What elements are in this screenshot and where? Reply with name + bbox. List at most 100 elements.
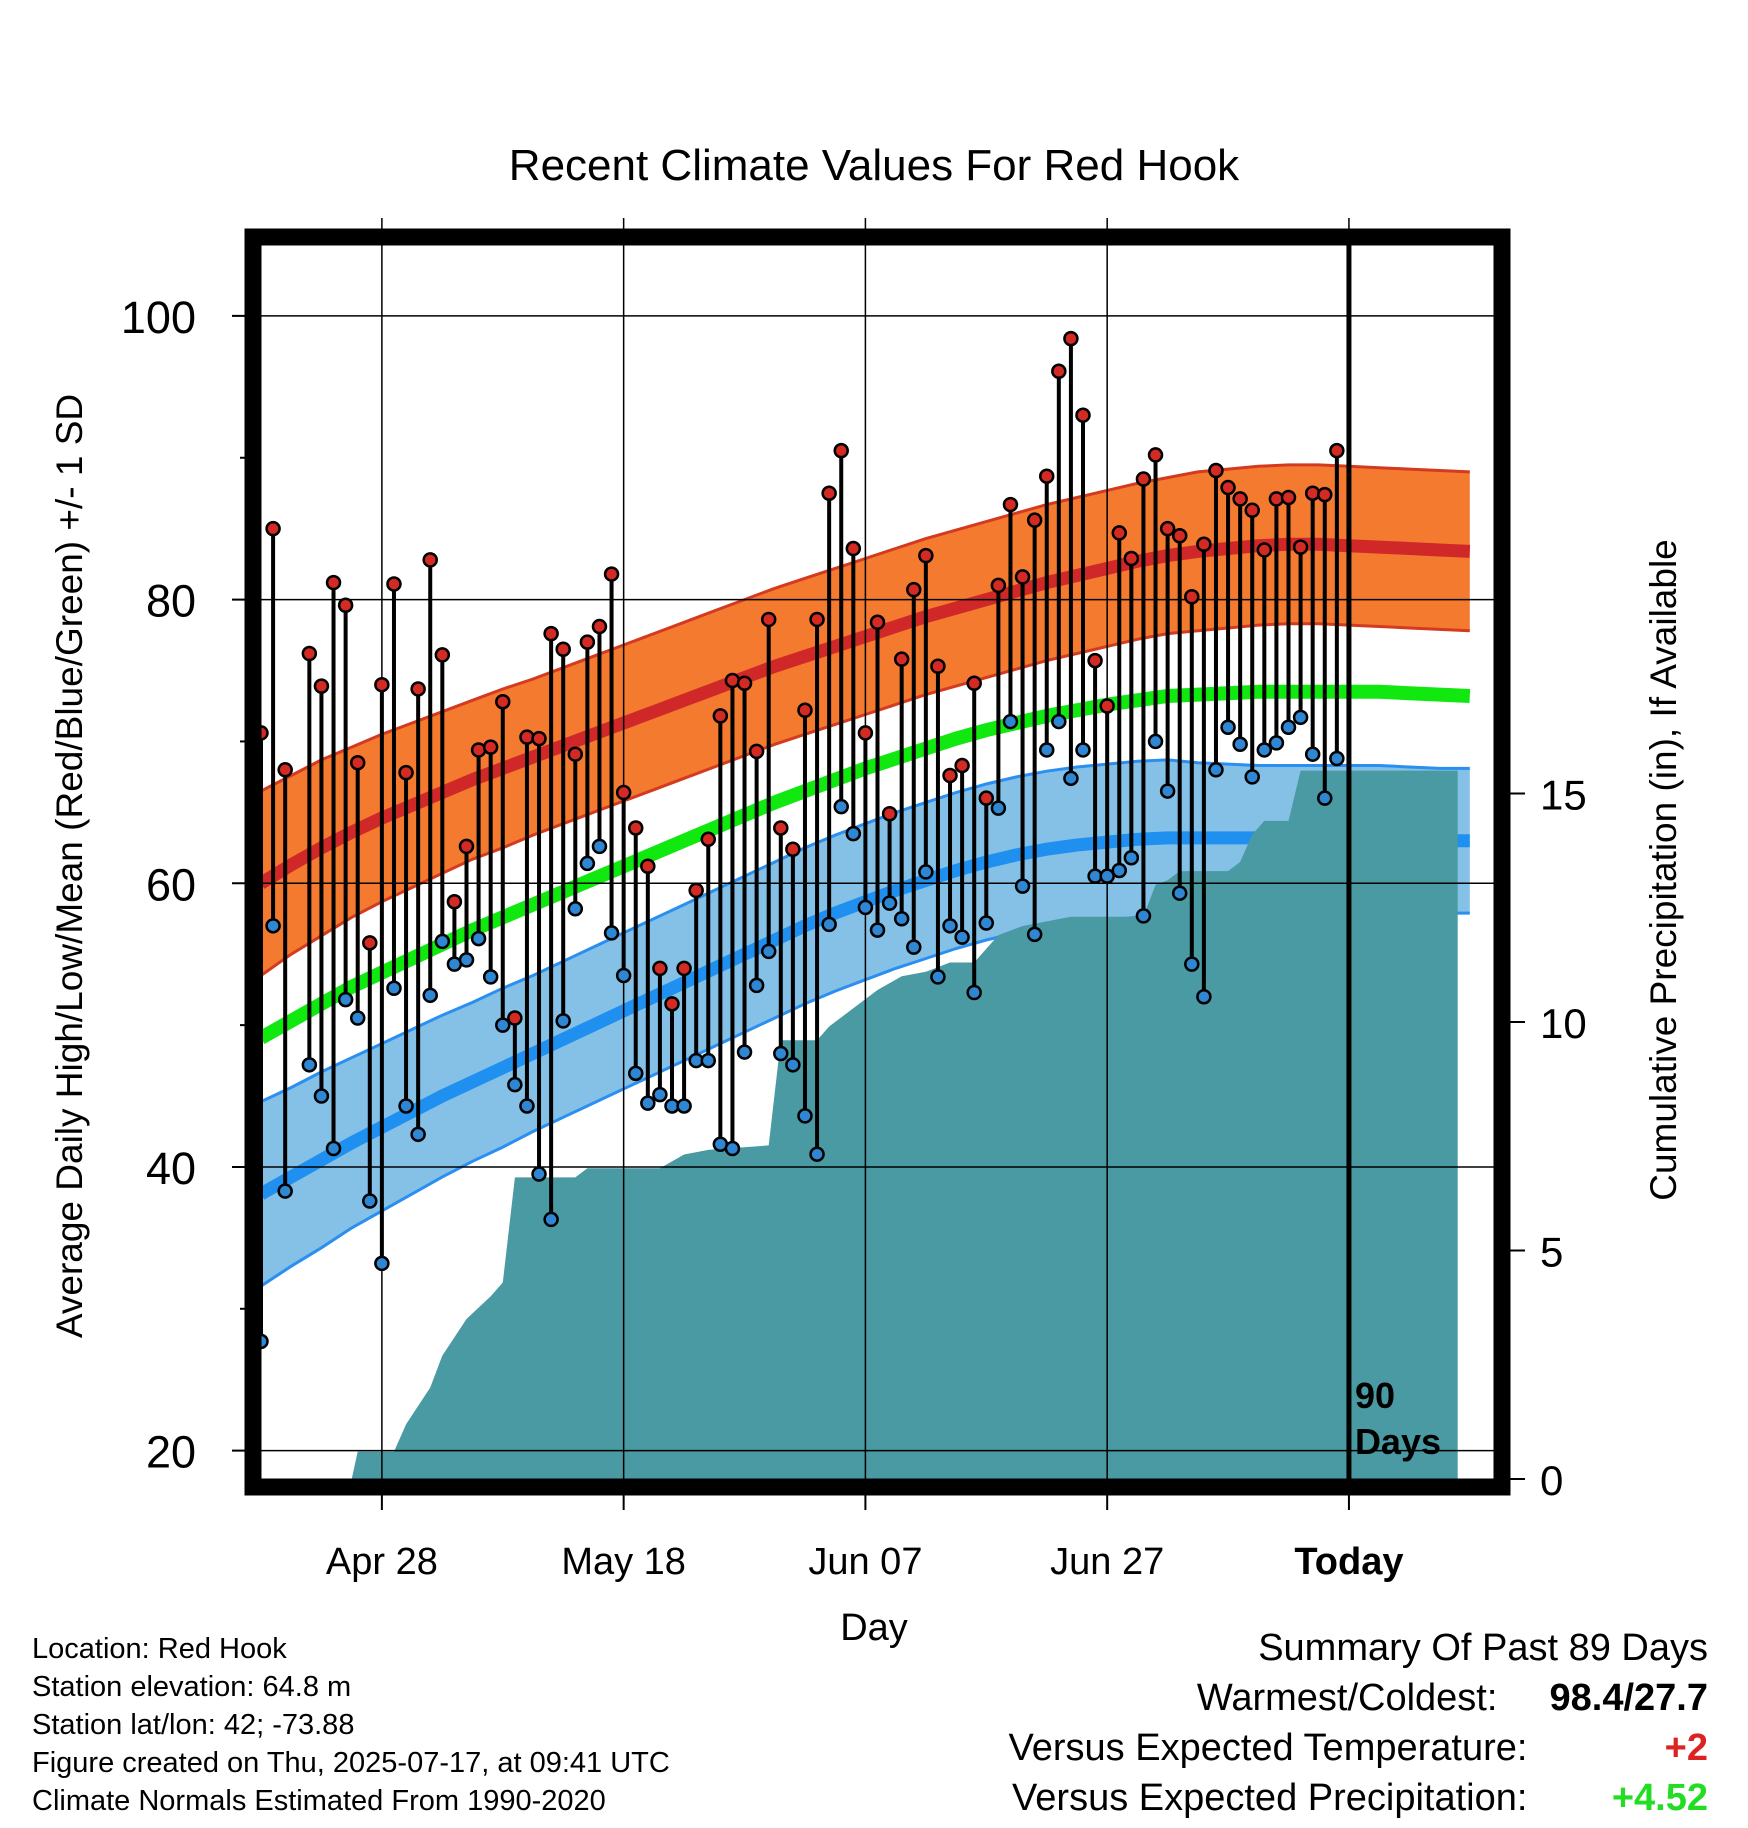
daily-low-point <box>1184 956 1200 972</box>
x-tick-label: Today <box>1294 1541 1403 1583</box>
daily-high-point <box>664 996 680 1012</box>
daily-low-point <box>1329 750 1345 767</box>
daily-low-point <box>301 1057 318 1073</box>
daily-high-point <box>760 611 777 628</box>
daily-low-point <box>603 925 620 941</box>
daily-low-point <box>543 1211 559 1228</box>
daily-low-point <box>1014 878 1031 894</box>
daily-low-point <box>821 916 837 933</box>
daily-low-point <box>1256 742 1273 758</box>
daily-low-point <box>470 930 487 947</box>
summary-precipitation: Versus Expected Precipitation: +4.52 <box>1009 1773 1708 1823</box>
info-created: Figure created on Thu, 2025-07-17, at 09… <box>32 1747 670 1779</box>
daily-low-point <box>640 1095 656 1111</box>
daily-high-point <box>773 820 789 836</box>
daily-high-point <box>990 577 1007 594</box>
daily-high-point <box>918 547 934 564</box>
y-tick-label: 20 <box>146 1427 196 1478</box>
today-days-label-line2: Days <box>1355 1421 1441 1462</box>
daily-low-point <box>785 1057 801 1073</box>
daily-high-point <box>1171 528 1188 544</box>
daily-high-point <box>942 767 958 784</box>
daily-low-point <box>736 1044 753 1060</box>
daily-high-point <box>434 647 451 663</box>
daily-high-point <box>1292 539 1309 555</box>
y2-axis-label: Cumulative Precipitation (in), If Availa… <box>1643 539 1684 1201</box>
daily-low-point <box>906 939 922 955</box>
daily-low-point <box>990 800 1007 816</box>
daily-high-point <box>748 743 765 760</box>
daily-low-point <box>495 1017 511 1033</box>
daily-low-point <box>325 1140 342 1157</box>
daily-low-point <box>507 1076 523 1093</box>
daily-low-point <box>627 1065 644 1082</box>
daily-high-point <box>857 725 874 741</box>
daily-low-point <box>845 825 862 842</box>
daily-high-point <box>579 634 596 650</box>
daily-low-point <box>881 895 898 911</box>
plot-area: 90 Days 20 40 60 80 100 0 5 10 15 Apr 28 May 18 Jun 0… <box>121 218 1587 1583</box>
daily-high-point <box>567 746 584 762</box>
daily-low-point <box>277 1183 293 1199</box>
daily-high-point <box>325 574 342 591</box>
daily-low-point <box>1317 790 1333 806</box>
daily-low-point <box>809 1146 825 1162</box>
daily-high-point <box>603 566 620 582</box>
y2-tick-label: 0 <box>1540 1457 1563 1504</box>
daily-low-point <box>1268 735 1285 751</box>
summary-extremes: Warmest/Coldest: 98.4/27.7 <box>1009 1673 1708 1723</box>
daily-low-point <box>1026 926 1043 943</box>
daily-high-point <box>809 611 825 628</box>
daily-high-point <box>640 858 656 875</box>
x-tick-label: Jun 07 <box>808 1541 922 1583</box>
daily-high-point <box>386 576 402 592</box>
daily-low-point <box>374 1255 390 1272</box>
daily-high-point <box>1135 471 1152 487</box>
daily-high-point <box>1123 550 1140 567</box>
daily-low-point <box>930 969 946 985</box>
today-days-label-line1: 90 <box>1355 1375 1395 1416</box>
daily-low-point <box>1111 862 1128 879</box>
daily-high-point <box>688 882 704 899</box>
daily-high-point <box>627 820 644 836</box>
daily-high-point <box>1147 447 1164 463</box>
daily-high-point <box>301 645 318 662</box>
station-info: Location: Red Hook Station elevation: 64… <box>32 1630 670 1820</box>
daily-high-point <box>1038 468 1055 484</box>
daily-low-point <box>337 991 354 1008</box>
x-tick-label: Apr 28 <box>326 1541 438 1583</box>
daily-low-point <box>1292 709 1309 726</box>
daily-high-point <box>652 960 668 977</box>
daily-high-point <box>1317 486 1333 503</box>
daily-low-point <box>773 1045 789 1062</box>
info-latlon: Station lat/lon: 42; -73.88 <box>32 1709 355 1741</box>
daily-low-point <box>1244 769 1260 785</box>
daily-low-point <box>349 1010 366 1026</box>
daily-high-point <box>531 730 547 747</box>
daily-low-point <box>700 1052 717 1069</box>
daily-high-point <box>1002 496 1019 513</box>
y-tick-label: 100 <box>121 292 196 343</box>
daily-low-point <box>531 1166 547 1182</box>
daily-low-point <box>1159 783 1176 799</box>
daily-low-point <box>1232 736 1248 753</box>
daily-high-point <box>1075 407 1091 423</box>
daily-high-point <box>1014 569 1031 585</box>
daily-low-point <box>942 918 958 934</box>
daily-high-point <box>712 708 729 724</box>
daily-high-point <box>676 960 692 977</box>
daily-high-point <box>591 618 608 635</box>
daily-low-point <box>1002 713 1019 730</box>
info-elevation: Station elevation: 64.8 m <box>32 1671 352 1703</box>
daily-high-point <box>736 675 753 692</box>
daily-high-point <box>374 676 390 693</box>
daily-high-point <box>1232 491 1248 507</box>
daily-high-point <box>930 658 946 675</box>
daily-high-point <box>833 442 849 459</box>
info-normals: Climate Normals Estimated From 1990-2020 <box>32 1785 606 1817</box>
daily-high-point <box>555 641 571 657</box>
y-tick-label: 40 <box>146 1143 196 1194</box>
daily-low-point <box>748 977 765 994</box>
daily-low-point <box>1051 713 1067 730</box>
